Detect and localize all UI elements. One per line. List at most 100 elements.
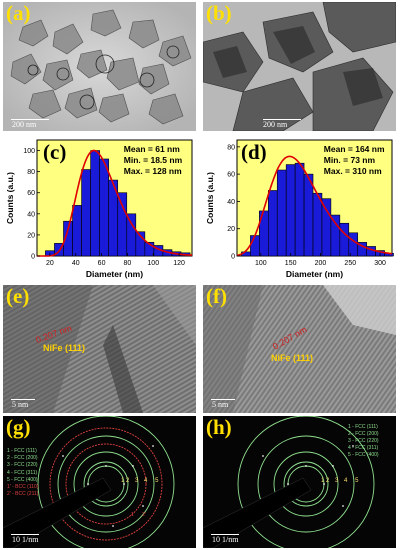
panel-a-tem-image: (a) 200 nm [3, 2, 196, 131]
panel-c-label: (c) [43, 140, 67, 164]
panel-a-scale-text: 200 nm [12, 120, 37, 129]
ring-label: 5 [155, 478, 159, 484]
hist-d-bar [348, 232, 359, 257]
panel-g-legend-item: 2' - BCC (211) [7, 491, 39, 498]
panel-g-rings [3, 416, 175, 548]
panel-g-legend-item: 2 - FCC (200) [7, 455, 38, 462]
ring-label: 3 [335, 478, 339, 484]
histogram-d-svg: 100 150 200 250 300 0 20 40 60 80 Diameter (nm) Cou… [205, 139, 394, 279]
hist-d-bar [250, 235, 260, 257]
ring-label: 2' [142, 512, 146, 518]
hist-d-bar [321, 198, 332, 257]
hist-d-bar [276, 169, 287, 257]
panel-f-plane: NiFe (111) [271, 353, 314, 363]
panel-g-scale-text: 10 1/nm [12, 535, 39, 544]
ring-label: 3 [135, 478, 139, 484]
ring-label: 2 [126, 478, 130, 484]
panel-b-particles [203, 2, 396, 131]
hist-d-ytick-label: 40 [227, 199, 235, 206]
hist-d-ytick-label: 80 [227, 144, 235, 151]
hist-c-bar [126, 213, 137, 257]
panel-b-scale-text: 200 nm [263, 120, 288, 129]
panel-b-tem-image: (b) 200 nm [203, 2, 396, 131]
hist-d-bar [339, 222, 350, 257]
panel-g-legend: 1 - FCC (111) 2 - FCC (200) 3 - FCC (220… [7, 448, 38, 498]
hist-c-bar [117, 192, 128, 257]
panel-b-label: (b) [206, 2, 232, 25]
hist-d-xtick-label: 300 [374, 260, 386, 267]
hist-d-ytick-label: 0 [231, 254, 235, 261]
hist-d-bar [285, 164, 296, 257]
hist-c-bar [72, 205, 82, 257]
panel-b-scale-bar [263, 119, 301, 120]
panel-e-label: (e) [6, 285, 30, 308]
panel-h-legend-item: 3 - FCC (220) [348, 438, 379, 444]
panel-g-legend-item: 4 - FCC (311) [7, 469, 38, 476]
hist-c-bar [90, 150, 100, 257]
hist-d-stat-annotation: Min. = 73 nm [324, 155, 376, 165]
hist-d-bar [267, 190, 278, 257]
panel-d-label: (d) [241, 140, 267, 164]
panel-h-ring-labels: 1 2 3 4 5 [321, 478, 358, 484]
hist-c-fit-curve [37, 149, 193, 257]
panel-h-saed-pattern: (h) 1 - FCC (111) 2 - FCC (200) 3 - FCC … [203, 416, 396, 548]
panel-g-ring-labels: 1 2 3 4 5 [121, 478, 158, 484]
ring-label: 1 [321, 478, 325, 484]
hist-d-stat-annotation: Max. = 310 nm [324, 166, 382, 176]
panel-a-label: (a) [6, 2, 31, 25]
hist-c-ytick-label: 100 [23, 148, 35, 155]
panel-h-scale-text: 10 1/nm [212, 535, 239, 544]
ring-label: 4 [144, 478, 148, 484]
hist-d-bar [303, 173, 314, 257]
panel-h-label: (h) [206, 416, 232, 439]
panel-e-hrtem-image: (e) 0.207 nm NiFe (111) 5 nm [3, 285, 196, 413]
panel-e-scale-bar [11, 399, 35, 400]
panel-e-lattice [3, 285, 196, 413]
ring-label: 4 [344, 478, 348, 484]
hist-d-bar [330, 214, 341, 257]
hist-c-xtick-label: 80 [124, 260, 132, 267]
ring-label: 1 [121, 478, 125, 484]
hist-c-stat-annotation: Min. = 18.5 nm [124, 155, 183, 165]
panel-g-legend-item: 3 - FCC (220) [7, 462, 38, 469]
hist-c-xlabel: Diameter (nm) [86, 269, 143, 279]
panel-g-label: (g) [6, 416, 31, 439]
panel-g-legend-item: 1 - FCC (111) [7, 448, 37, 454]
hist-d-xtick-label: 100 [255, 260, 267, 267]
panel-f-label: (f) [206, 285, 227, 308]
panel-e-scale-text: 5 nm [12, 400, 29, 409]
panel-g-ring-labels-bcc: 1' 2' [131, 512, 146, 518]
hist-c-bar [81, 169, 91, 257]
panel-h-legend-item: 1 - FCC (111) [348, 424, 378, 430]
hist-c-xtick-label: 40 [72, 260, 80, 267]
panel-g-scale-bar [11, 534, 39, 535]
ring-label: 1' [131, 512, 135, 518]
ring-label: 2 [326, 478, 330, 484]
hist-d-xtick-label: 200 [315, 260, 327, 267]
panel-h-legend-item: 5 - FCC (400) [348, 452, 379, 458]
hist-d-stat-annotation: Mean = 164 nm [324, 144, 385, 154]
hist-c-ytick-label: 20 [27, 232, 35, 239]
panel-a-particles [3, 2, 196, 131]
hist-d-bar [312, 192, 323, 257]
hist-c-xtick-label: 60 [98, 260, 106, 267]
panel-a-scale-bar [11, 119, 49, 120]
hist-c-bar [99, 158, 109, 257]
panel-f-hrtem-image: (f) 0.207 nm NiFe (111) 5 nm [203, 285, 396, 413]
ring-label: 5 [355, 478, 359, 484]
panel-c-histogram: 20 40 60 80 100 120 0 20 40 60 80 100 Diameter (nm) C… [3, 134, 198, 282]
hist-d-bar [294, 162, 305, 257]
hist-c-xtick-label: 100 [147, 260, 159, 267]
hist-d-ytick-label: 20 [227, 226, 235, 233]
hist-c-xtick-label: 120 [173, 260, 185, 267]
histogram-c-svg: 20 40 60 80 100 120 0 20 40 60 80 100 Diameter (nm) C… [5, 139, 193, 279]
hist-c-ylabel: Counts (a.u.) [5, 172, 15, 224]
panel-h-legend: 1 - FCC (111) 2 - FCC (200) 3 - FCC (220… [348, 424, 379, 459]
panel-g-legend-item: 5 - FCC (400) [7, 476, 38, 483]
panel-g-legend-item: 1' - BCC (110) [7, 484, 39, 491]
hist-c-ytick-label: 0 [31, 254, 35, 261]
panel-h-scale-bar [211, 534, 239, 535]
hist-c-stat-annotation: Max. = 128 nm [124, 166, 182, 176]
hist-c-ytick-label: 80 [27, 169, 35, 176]
hist-c-ytick-label: 40 [27, 211, 35, 218]
